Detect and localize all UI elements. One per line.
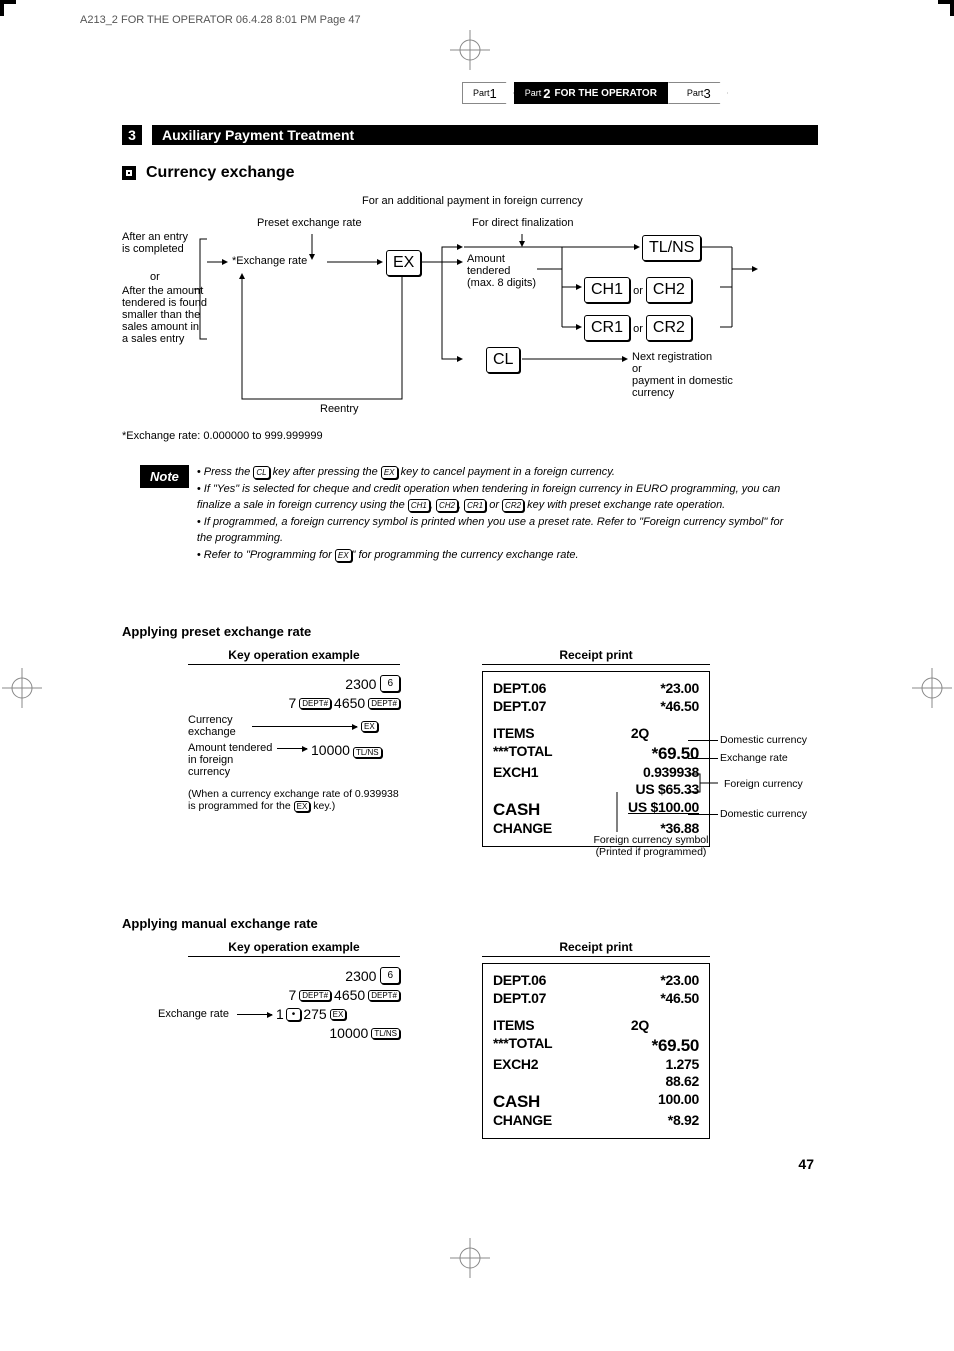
part-tabs: Part1 Part2FOR THE OPERATOR Part3 (462, 82, 728, 104)
ch-keys: CH1 or CH2 (584, 277, 692, 303)
cl-key: CL (486, 347, 520, 373)
reentry: Reentry (320, 403, 359, 415)
crop-mark-top (450, 30, 490, 70)
preset-label: Preset exchange rate (257, 217, 362, 229)
page-header: A213_2 FOR THE OPERATOR 06.4.28 8:01 PM … (80, 14, 361, 26)
reg-left (2, 668, 42, 711)
next-reg: Next registrationorpayment in domestic c… (632, 351, 752, 399)
fc-symbol-note: Foreign currency symbol(Printed if progr… (566, 834, 736, 858)
tab-part3: Part3 (668, 82, 728, 104)
diagram-left1: After an entry is completed (122, 231, 197, 255)
apply-preset-title: Applying preset exchange rate (122, 624, 311, 639)
koe1: Key operation example 23006 7DEPT#4650DE… (188, 648, 400, 812)
note-body: • Press the CL key after pressing the EX… (197, 465, 797, 565)
ex-key: EX (386, 250, 421, 276)
note-label: Note (140, 465, 189, 488)
annot-dom2: Domestic currency (720, 808, 807, 820)
receipt2-col: Receipt print DEPT.06*23.00 DEPT.07*46.5… (482, 940, 710, 1139)
receipt2: DEPT.06*23.00 DEPT.07*46.50 ITEMS2Q ***T… (482, 963, 710, 1139)
apply-manual-title: Applying manual exchange rate (122, 916, 318, 931)
exchange-rate-note: *Exchange rate: 0.000000 to 999.999999 (122, 430, 323, 442)
star-rate: *Exchange rate (232, 255, 307, 267)
page-number: 47 (798, 1156, 814, 1172)
direct-label: For direct finalization (472, 217, 574, 229)
flow-diagram: For an additional payment in foreign cur… (122, 195, 822, 425)
annot-dom1: Domestic currency (720, 734, 807, 746)
annot-for: Foreign currency (724, 778, 803, 790)
tab-part1: Part1 (462, 82, 514, 104)
section-title: Auxiliary Payment Treatment (152, 125, 818, 145)
reg-bot (450, 1238, 490, 1281)
amount-label: Amount tendered(max. 8 digits) (467, 253, 537, 289)
cr-keys: CR1 or CR2 (584, 315, 692, 341)
diagram-left2: After the amount tendered is found small… (122, 285, 207, 345)
section-number: 3 (122, 125, 142, 145)
diagram-title: For an additional payment in foreign cur… (362, 195, 583, 207)
tab-part2: Part2FOR THE OPERATOR (514, 82, 668, 104)
reg-right (912, 668, 952, 711)
diagram-or: or (150, 271, 160, 283)
annot-exch: Exchange rate (720, 752, 788, 764)
sub-heading: Currency exchange (122, 164, 295, 182)
note-box: Note • Press the CL key after pressing t… (140, 465, 797, 565)
koe2: Key operation example 23006 7DEPT#4650DE… (188, 940, 400, 1044)
tlns-key: TL/NS (642, 235, 701, 261)
